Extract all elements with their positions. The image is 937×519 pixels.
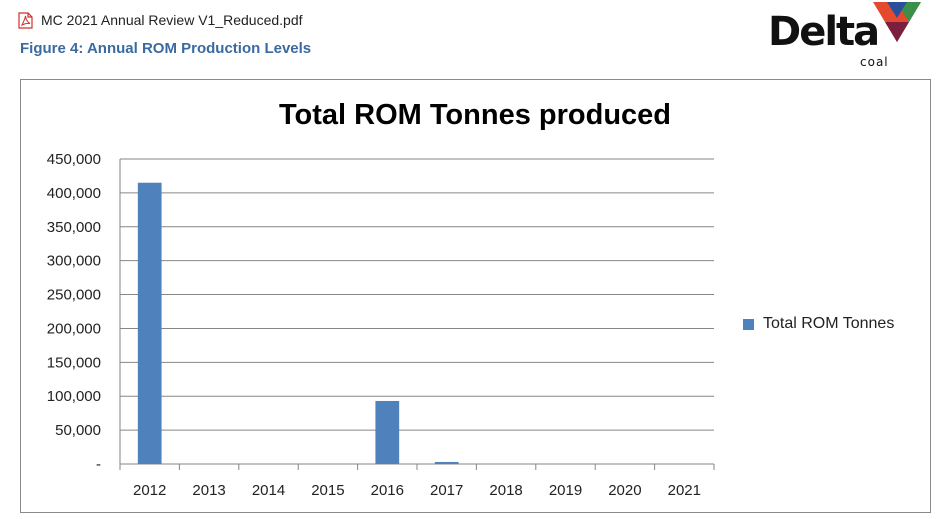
- file-tab[interactable]: MC 2021 Annual Review V1_Reduced.pdf: [18, 9, 303, 31]
- y-tick-label: 100,000: [47, 388, 101, 405]
- chart-frame: [20, 79, 931, 513]
- y-tick-label: 300,000: [47, 253, 101, 270]
- y-tick-label: 50,000: [55, 422, 101, 439]
- logo-sub: coal: [860, 55, 889, 69]
- x-tick-label: 2021: [668, 482, 701, 499]
- chart-legend: Total ROM Tonnes: [743, 315, 894, 333]
- y-tick-label: -: [96, 456, 101, 473]
- x-tick-label: 2016: [371, 482, 404, 499]
- file-name: MC 2021 Annual Review V1_Reduced.pdf: [41, 12, 303, 28]
- delta-triangle-icon: [873, 2, 921, 42]
- pdf-icon: [18, 11, 33, 29]
- x-tick-label: 2019: [549, 482, 582, 499]
- y-tick-label: 400,000: [47, 185, 101, 202]
- x-tick-label: 2018: [489, 482, 522, 499]
- x-tick-label: 2014: [252, 482, 285, 499]
- figure-caption: Figure 4: Annual ROM Production Levels: [20, 40, 312, 57]
- x-tick-label: 2013: [192, 482, 225, 499]
- delta-coal-logo: Delta coal: [765, 2, 925, 72]
- legend-swatch: [743, 318, 754, 330]
- logo-brand: Delta: [768, 9, 880, 55]
- bar: [434, 461, 459, 464]
- y-tick-label: 200,000: [47, 320, 101, 337]
- y-tick-label: 250,000: [47, 287, 101, 304]
- x-tick-label: 2020: [608, 482, 641, 499]
- chart-title: Total ROM Tonnes produced: [278, 99, 672, 131]
- bar: [375, 400, 400, 464]
- legend-label: Total ROM Tonnes: [763, 315, 895, 332]
- x-tick-label: 2012: [133, 482, 166, 499]
- bar: [137, 182, 162, 464]
- y-tick-label: 150,000: [47, 354, 101, 371]
- x-tick-label: 2015: [311, 482, 344, 499]
- x-tick-label: 2017: [430, 482, 463, 499]
- y-tick-label: 350,000: [47, 219, 101, 236]
- y-tick-label: 450,000: [47, 151, 101, 168]
